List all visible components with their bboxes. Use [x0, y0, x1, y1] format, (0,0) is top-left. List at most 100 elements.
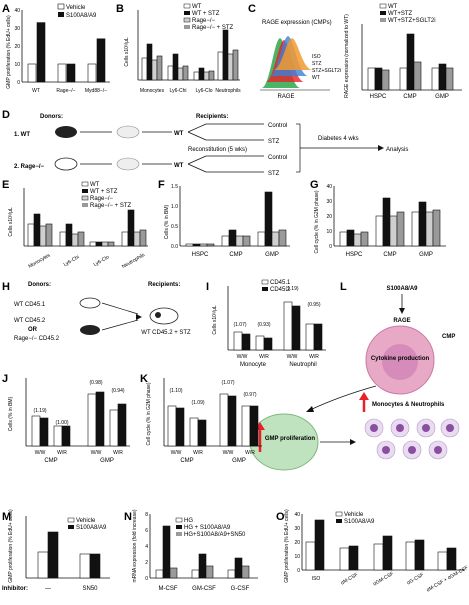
panel-O-label: O [276, 511, 285, 523]
bar [156, 55, 163, 81]
panel-O-ytick: 20 [294, 540, 300, 546]
legend-label: Vehicle [76, 518, 96, 524]
legend-label: WT + STZ [192, 11, 220, 17]
panel-F-ytick: 0.5 [171, 224, 178, 230]
bar [89, 553, 101, 579]
panel-A: A GMP proliferation (% EdU+ cells) 0 10 … [2, 3, 110, 94]
panel-C-label: C [248, 3, 256, 15]
bar [167, 405, 177, 447]
panel-A-label: A [2, 3, 10, 15]
bar [95, 241, 103, 247]
legend-label: Rage−/− + STZ [192, 25, 234, 31]
bar [175, 407, 185, 447]
panel-G: G Cell cycle (% in G2M phase) 0 10 20 30… [310, 179, 446, 258]
ratio-label: (1.07) [221, 380, 234, 386]
flow-label: STZ+SGLT2i [312, 68, 341, 74]
ligand-label: S100A8/A9 [386, 286, 418, 292]
bar [197, 419, 207, 447]
panel-J-group: CMP [44, 458, 57, 464]
panel-A-xtick: WT [32, 88, 40, 94]
bar [177, 67, 184, 81]
panel-A-ytick: 0 [17, 80, 20, 86]
legend-label: Rage−/− [90, 196, 114, 202]
panel-J-xtick: W/W [35, 450, 46, 456]
legend-label: Vehicle [66, 5, 86, 11]
bar [241, 565, 250, 579]
bar [257, 231, 266, 247]
bar [155, 569, 164, 579]
panel-L: L S100A8/A9 RAGE Cytokine production CMP… [249, 281, 460, 471]
bar [406, 33, 415, 91]
panel-J: J Cells (% in BM) W/W W/R W/W W/R CMP GM… [2, 373, 130, 464]
bar [127, 209, 135, 247]
bar [205, 565, 214, 579]
donors-heading: Donors: [40, 114, 63, 120]
bar [382, 535, 393, 571]
flow-label: WT [312, 75, 320, 81]
panel-J-ylabel: Cells (% in BM) [8, 396, 14, 431]
panel-I-xtick: W/W [287, 354, 298, 360]
panel-L-label: L [340, 281, 347, 293]
donor-1: 1. WT [14, 132, 30, 138]
panel-F: F Cells (% in BM) 0.0 0.5 1.0 1.5 HSPC C… [158, 179, 290, 258]
panel-C-xtick: HSPC [370, 94, 387, 100]
bar [313, 323, 323, 351]
legend-label: Rage−/− [192, 18, 216, 24]
panel-J-xtick: W/R [57, 450, 67, 456]
panel-A-ytick: 20 [14, 44, 20, 50]
bar [375, 215, 384, 247]
bar [37, 551, 49, 579]
bar [162, 525, 171, 579]
panel-G-ytick: 0 [329, 244, 332, 250]
bar [271, 231, 280, 247]
legend-label: S100A8/A9 [76, 525, 107, 531]
panel-B-xtick: Monocytes [140, 88, 165, 94]
panel-G-xtick: CMP [383, 252, 396, 258]
legend-label: HG [184, 518, 193, 524]
panel-G-xtick: HSPC [346, 252, 363, 258]
panel-N-label: N [124, 511, 132, 523]
panel-J-label: J [2, 373, 8, 385]
ratio-label: (0.95) [307, 302, 320, 308]
bar [185, 243, 194, 247]
panel-K-xtick: W/W [171, 450, 182, 456]
gmp-label: GMP proliferation [265, 436, 316, 442]
or-label: OR [28, 327, 38, 333]
mouse-icon [149, 307, 179, 325]
panel-A-xtick: Myd88−/− [85, 88, 107, 94]
panel-N-ytick: 6 [145, 528, 148, 534]
panel-E-xtick: Monocytes [28, 252, 52, 270]
bar [189, 417, 199, 447]
recipient-wt: WT [174, 131, 184, 137]
panel-I-xtick: W/R [259, 354, 269, 360]
panel-I-ylabel: Cells x10³/μL [212, 305, 218, 334]
bar [232, 49, 239, 81]
bar [95, 391, 105, 447]
panel-A-ytick: 40 [14, 8, 20, 14]
bar [283, 301, 293, 351]
bar [219, 393, 229, 447]
panel-O-xtick: αG-CSF [406, 572, 425, 586]
panel-O-ytick: 40 [294, 512, 300, 518]
ratio-label: (1.09) [191, 400, 204, 406]
bar [399, 67, 408, 91]
bar [242, 235, 251, 247]
panel-G-ytick: 40 [326, 184, 332, 190]
bar [278, 229, 287, 247]
panel-K-group: GMP [232, 458, 246, 464]
diabetes-label: Diabetes 4 wks [318, 136, 359, 142]
inhibitor-label: Inhibitor: [2, 586, 28, 592]
bar [61, 425, 71, 447]
bar [222, 29, 229, 81]
legend-label: CD45.2 [270, 287, 291, 293]
panel-F-ytick: 0.0 [171, 244, 178, 250]
bar [101, 241, 109, 247]
bar [228, 229, 237, 247]
panel-J-xtick: W/R [113, 450, 123, 456]
bar [87, 393, 97, 447]
mouse-icon [80, 325, 100, 335]
panel-C-xtick: GMP [435, 94, 449, 100]
panel-B-label: B [116, 3, 124, 15]
bar [151, 59, 158, 81]
panel-E-xtick: Ly6-Chi [63, 254, 81, 268]
